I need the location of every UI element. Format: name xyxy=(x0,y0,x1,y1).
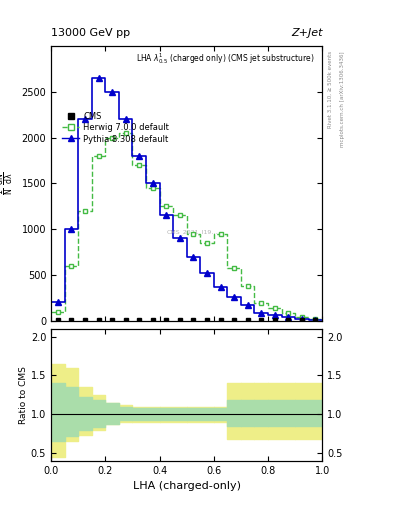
Text: mcplots.cern.ch [arXiv:1306.3436]: mcplots.cern.ch [arXiv:1306.3436] xyxy=(340,51,345,147)
Text: Rivet 3.1.10, ≥ 500k events: Rivet 3.1.10, ≥ 500k events xyxy=(328,51,333,129)
Text: 13000 GeV pp: 13000 GeV pp xyxy=(51,28,130,38)
Y-axis label: $\mathregular{\frac{1}{N}\ \frac{dN}{d\lambda}}$: $\mathregular{\frac{1}{N}\ \frac{dN}{d\l… xyxy=(0,172,16,195)
Text: LHA $\lambda^{1}_{0.5}$ (charged only) (CMS jet substructure): LHA $\lambda^{1}_{0.5}$ (charged only) (… xyxy=(136,52,314,67)
Y-axis label: Ratio to CMS: Ratio to CMS xyxy=(19,366,28,424)
Text: Z+Jet: Z+Jet xyxy=(291,28,322,38)
Text: CMS_2021_I19...: CMS_2021_I19... xyxy=(166,229,218,234)
Legend: CMS, Herwig 7.0.0 default, Pythia 8.308 default: CMS, Herwig 7.0.0 default, Pythia 8.308 … xyxy=(61,111,171,145)
X-axis label: LHA (charged-only): LHA (charged-only) xyxy=(133,481,241,491)
